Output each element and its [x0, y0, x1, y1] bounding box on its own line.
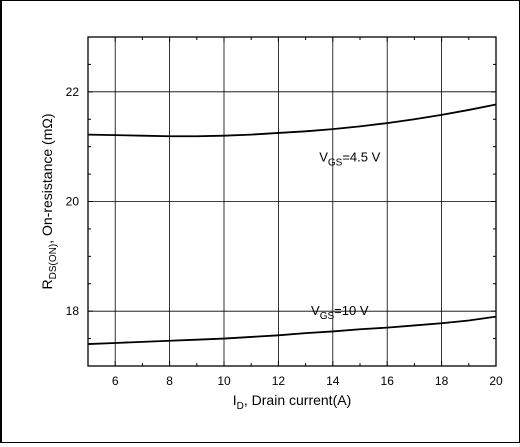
curves: [87, 103, 497, 345]
series-label-sub: GS: [320, 311, 335, 322]
x-tick-label: 16: [381, 374, 395, 388]
tick-labels: 6 8 10 12 14 16 18 20 18 20 22: [66, 85, 503, 388]
series-label-vgs-10: VGS=10 V: [311, 303, 369, 322]
x-tick-label: 12: [272, 374, 286, 388]
x-axis-label-main: I: [233, 392, 237, 408]
series-label-rest: =4.5 V: [342, 150, 380, 165]
series-label-sub: GS: [328, 158, 343, 169]
x-tick-label: 10: [217, 374, 231, 388]
series-label-rest: =10 V: [334, 303, 369, 318]
series-label-main: V: [311, 303, 320, 318]
x-tick-label: 14: [326, 374, 340, 388]
y-axis-label: RDS(ON), On-resistance (mΩ): [39, 114, 59, 290]
y-tick-label: 22: [66, 85, 80, 99]
x-tick-label: 18: [435, 374, 449, 388]
y-axis-label-rest: , On-resistance (mΩ): [39, 114, 55, 244]
x-tick-label: 20: [489, 374, 503, 388]
y-axis-label-main: R: [39, 279, 55, 289]
series-label-main: V: [319, 150, 328, 165]
x-tick-label: 6: [112, 374, 119, 388]
series-label-vgs-4-5: VGS=4.5 V: [319, 150, 380, 169]
axis-ticks: [87, 36, 497, 367]
y-axis-label-sub: DS(ON): [48, 244, 59, 280]
x-tick-label: 8: [166, 374, 173, 388]
x-axis-label-rest: , Drain current(A): [244, 392, 351, 408]
series-line-0: [87, 103, 497, 138]
x-axis-label-sub: D: [237, 401, 244, 412]
y-tick-label: 18: [66, 304, 80, 318]
series-line-1: [87, 315, 497, 345]
x-axis-label: ID, Drain current(A): [233, 392, 351, 412]
grid: [88, 37, 496, 366]
y-tick-label: 20: [66, 195, 80, 209]
